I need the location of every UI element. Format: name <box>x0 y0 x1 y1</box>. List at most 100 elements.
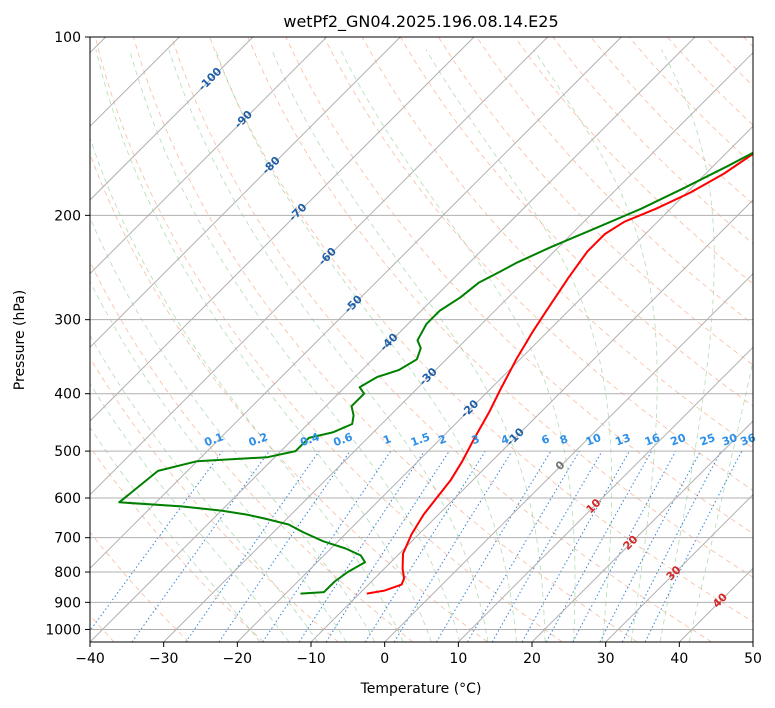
mixing-ratio-label: 13 <box>613 431 632 448</box>
x-tick-label: −20 <box>223 651 253 667</box>
isotherm-line <box>90 37 254 201</box>
moist-adiabat-line <box>533 49 658 642</box>
y-axis-label: Pressure (hPa) <box>12 290 28 390</box>
mixing-ratio-label: 10 <box>584 431 603 449</box>
y-tick-label: 100 <box>54 30 81 46</box>
moist-adiabat-line <box>90 382 290 642</box>
y-tick-label: 500 <box>54 444 81 460</box>
moist-adiabat-line <box>95 49 432 642</box>
dry-adiabat-line <box>90 446 264 642</box>
gridlines <box>90 37 753 642</box>
mixing-ratio-label: 8 <box>558 432 570 447</box>
moist-adiabat-line <box>215 49 517 642</box>
mixing-ratio-label: 0.1 <box>203 430 226 449</box>
moist-adiabat-line <box>688 359 753 642</box>
moist-adiabat-line <box>90 280 347 642</box>
isotherm-line <box>90 37 622 570</box>
isotherm-line <box>90 37 401 349</box>
x-tick-label: 0 <box>380 651 389 667</box>
moist-adiabat-line <box>659 49 715 642</box>
mixing-ratio-label: 25 <box>698 431 717 448</box>
dry-adiabat-line <box>514 37 753 285</box>
mixing-ratio-label: 4 <box>499 432 511 447</box>
dry-adiabat-line <box>590 37 753 205</box>
chart-title: wetPf2_GN04.2025.196.08.14.E25 <box>283 12 558 32</box>
x-tick-label: 20 <box>523 651 541 667</box>
y-tick-label: 700 <box>54 531 81 547</box>
mixing-ratio-label: 36 <box>739 431 758 449</box>
dry-adiabat-line <box>476 37 753 325</box>
moist-adiabat-line <box>425 49 613 642</box>
dry-adiabat-line <box>90 357 339 642</box>
moist-adiabat-line <box>90 426 261 642</box>
mixing-ratio-line <box>298 450 425 642</box>
y-tick-label: 900 <box>54 595 81 611</box>
isotherm-line <box>384 272 753 642</box>
plot-frame <box>89 36 754 643</box>
mixing-ratio-label: 16 <box>643 431 662 449</box>
mixing-ratio-label: 2 <box>437 432 449 447</box>
x-axis-ticks: −40 −30 −20 −10 0 10 20 30 40 50 <box>75 642 762 667</box>
y-axis-ticks: 100 200 300 400 500 600 700 800 900 1000 <box>45 30 90 638</box>
y-tick-label: 1000 <box>45 622 81 638</box>
mixing-ratio-line <box>325 450 450 642</box>
moist-adiabat-line <box>129 49 461 642</box>
mixing-ratio-line <box>435 450 552 642</box>
x-tick-label: −10 <box>296 651 326 667</box>
mixing-ratio-label: 1 <box>381 432 393 447</box>
isotherm-line <box>90 37 328 275</box>
dry-adiabat-line <box>90 531 190 642</box>
isotherm-line <box>457 346 753 642</box>
dry-adiabat-line <box>171 37 712 642</box>
isotherm-line <box>90 37 549 496</box>
isotherm-line <box>310 199 753 642</box>
dry-adiabat-line <box>361 37 753 449</box>
mixing-ratio-line <box>185 450 320 642</box>
isotherm-line <box>531 420 753 642</box>
y-tick-label: 300 <box>54 313 81 329</box>
x-tick-label: −30 <box>149 651 179 667</box>
mixing-ratio-label: 30 <box>720 431 739 449</box>
mixing-ratio-label: 0.2 <box>247 430 270 449</box>
y-tick-label: 200 <box>54 208 81 224</box>
dry-adiabat-line <box>94 37 563 642</box>
series-layer <box>118 151 753 595</box>
isotherm-line <box>163 51 753 642</box>
dry-adiabat-line <box>90 152 488 642</box>
dry-adiabat-line <box>209 37 753 623</box>
mixing-ratio-line <box>521 450 630 642</box>
dry-adiabat-line <box>438 37 753 366</box>
y-tick-label: 400 <box>54 387 81 403</box>
isotherm-line <box>90 37 475 422</box>
x-tick-label: 30 <box>597 651 615 667</box>
mixing-ratio-line <box>393 450 513 642</box>
mixing-ratio-label: 20 <box>669 431 688 449</box>
dry-adiabat-line <box>399 37 753 407</box>
x-tick-label: 50 <box>744 651 762 667</box>
x-tick-label: −40 <box>75 651 105 667</box>
moist-adiabat-line <box>90 334 319 642</box>
moist-adiabat-line <box>90 136 404 642</box>
isotherm-labels: -100-90-80-70-60-50-40-30-20-10010203040… <box>196 65 758 611</box>
mixing-ratio-line <box>364 450 486 642</box>
isotherm-line <box>605 493 753 642</box>
mixing-ratio-label: 3 <box>470 432 482 447</box>
mixing-ratio-line <box>599 450 701 642</box>
mixing-ratio-line <box>545 450 653 642</box>
dry-adiabat-line <box>666 37 753 126</box>
dry-adiabat-line <box>247 37 753 578</box>
isotherm-line <box>90 37 696 642</box>
isotherm-line <box>678 567 753 642</box>
dry-adiabat-line <box>552 37 753 245</box>
mixing-ratio-label: 0.4 <box>298 430 321 449</box>
mixing-ratio-label: 6 <box>540 432 552 447</box>
mixing-ratio-line <box>131 450 270 642</box>
mixing-ratio-label: 1.5 <box>409 430 432 449</box>
moist-adiabat-line <box>90 216 376 642</box>
mixing-ratio-line <box>218 450 351 642</box>
y-tick-label: 600 <box>54 491 81 507</box>
x-axis-label: Temperature (°C) <box>360 681 482 697</box>
moist-adiabat-line <box>340 49 576 642</box>
isotherm-line <box>236 125 753 642</box>
